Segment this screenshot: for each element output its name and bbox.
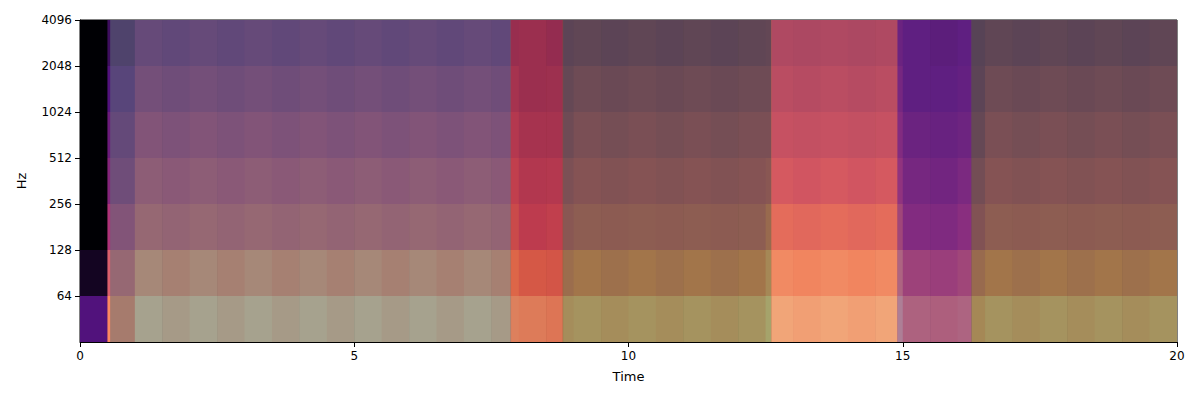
svg-text:2048: 2048 <box>41 59 72 73</box>
svg-text:20: 20 <box>1169 349 1184 363</box>
svg-text:256: 256 <box>49 197 72 211</box>
svg-text:1024: 1024 <box>41 105 72 119</box>
svg-text:128: 128 <box>49 243 72 257</box>
svg-text:Time: Time <box>612 369 645 384</box>
svg-text:15: 15 <box>895 349 910 363</box>
svg-text:0: 0 <box>76 349 84 363</box>
svg-text:10: 10 <box>621 349 636 363</box>
svg-text:4096: 4096 <box>41 13 72 27</box>
svg-text:Hz: Hz <box>14 173 29 190</box>
svg-text:512: 512 <box>49 151 72 165</box>
svg-text:64: 64 <box>57 289 72 303</box>
svg-text:5: 5 <box>350 349 358 363</box>
